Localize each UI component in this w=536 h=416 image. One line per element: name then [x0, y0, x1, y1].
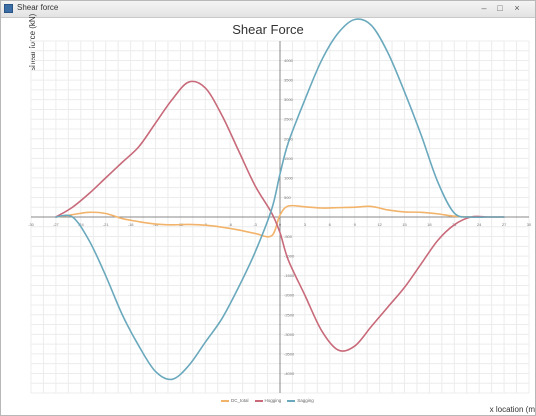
x-tick-label: 0 [279, 222, 282, 227]
minimize-button[interactable]: – [481, 3, 487, 13]
x-tick-label: -24 [78, 222, 85, 227]
y-tick-label: -1500 [284, 273, 295, 278]
x-tick-label: 6 [329, 222, 332, 227]
chart-title: Shear Force [232, 22, 304, 37]
x-axis-label: x location (m [489, 405, 535, 414]
legend-swatch [287, 399, 296, 402]
x-tick-label: 3 [304, 222, 307, 227]
title-bar[interactable]: Shear force – □ × [1, 1, 535, 18]
y-tick-label: -3500 [284, 351, 295, 356]
y-tick-label: 2500 [284, 117, 294, 122]
y-tick-label: -2000 [284, 293, 295, 298]
y-tick-label: -2500 [284, 312, 295, 317]
legend-item[interactable]: DC_total [221, 398, 249, 403]
y-tick-label: 1500 [284, 156, 294, 161]
legend-label: Sagging [297, 398, 314, 403]
series-line-hogging [55, 80, 505, 352]
legend-item[interactable]: Sagging [287, 398, 314, 403]
x-tick-label: -30 [28, 222, 35, 227]
y-tick-label: -1000 [284, 254, 295, 259]
maximize-button[interactable]: □ [497, 3, 503, 13]
legend-swatch [254, 399, 263, 402]
legend: DC_total Hogging Sagging [221, 396, 314, 405]
legend-label: DC_total [231, 398, 249, 403]
window-title: Shear force [17, 3, 59, 12]
legend-label: Hogging [264, 398, 282, 403]
x-tick-label: -6 [228, 222, 232, 227]
y-tick-label: -4000 [284, 371, 295, 376]
x-tick-label: 12 [377, 222, 382, 227]
x-tick-label: 15 [402, 222, 407, 227]
y-tick-label: -3000 [284, 332, 295, 337]
y-tick-label: -500 [284, 234, 293, 239]
y-tick-label: 4000 [284, 58, 294, 63]
app-icon [4, 4, 13, 13]
legend-item[interactable]: Hogging [254, 398, 282, 403]
y-tick-label: 500 [284, 195, 291, 200]
x-tick-label: 30 [527, 222, 532, 227]
x-tick-label: 27 [502, 222, 507, 227]
close-button[interactable]: × [514, 3, 520, 13]
legend-swatch [221, 399, 229, 402]
y-tick-label: 3000 [284, 97, 294, 102]
x-tick-label: 9 [354, 222, 357, 227]
x-tick-label: 24 [477, 222, 482, 227]
series-line-sagging [55, 18, 505, 381]
x-tick-label: -27 [53, 222, 60, 227]
series-line-dc-total [55, 204, 505, 238]
x-tick-label: -21 [103, 222, 110, 227]
x-tick-label: 18 [427, 222, 432, 227]
y-tick-label: 1000 [284, 175, 294, 180]
y-tick-label: 3500 [284, 78, 294, 83]
x-tick-label: -3 [253, 222, 257, 227]
x-tick-label: -18 [128, 222, 135, 227]
